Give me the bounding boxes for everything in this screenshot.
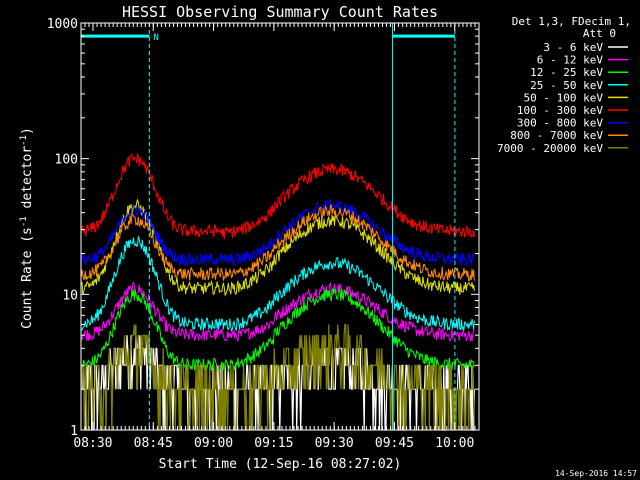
- series-line-2: [80, 286, 475, 373]
- x-tick-label: 09:30: [315, 436, 354, 451]
- timestamp: 14-Sep-2016 14:57: [555, 469, 637, 478]
- data-layer: N: [80, 23, 475, 431]
- series-line-0: [81, 335, 475, 431]
- series-line-6: [80, 197, 475, 268]
- legend-entry-label: 25 - 50 keV: [530, 79, 603, 92]
- legend-entry-label: 7000 - 20000 keV: [497, 142, 603, 155]
- x-tick-label: 09:00: [194, 436, 233, 451]
- x-axis-label: Start Time (12-Sep-16 08:27:02): [159, 457, 402, 472]
- series-line-5: [80, 152, 475, 240]
- y-tick-label: 1000: [47, 17, 78, 32]
- legend-entry-label: 12 - 25 keV: [530, 66, 603, 79]
- legend-entry-label: 800 - 7000 keV: [510, 129, 603, 142]
- x-tick-label: 08:30: [73, 436, 112, 451]
- series-line-7: [80, 204, 475, 282]
- x-tick-label: 09:15: [254, 436, 293, 451]
- legend-entry-label: 3 - 6 keV: [543, 41, 603, 54]
- x-tick-label: 10:00: [435, 436, 474, 451]
- y-tick-label: 10: [62, 288, 78, 303]
- attenuator-bar-label: N: [153, 33, 158, 43]
- series-line-3: [81, 235, 475, 333]
- y-tick-label: 1: [70, 424, 78, 439]
- x-tick-label: 08:45: [134, 436, 173, 451]
- plot-frame: [80, 22, 480, 431]
- series-line-1: [80, 281, 475, 342]
- series-line-8: [80, 323, 475, 431]
- legend-entry-label: 100 - 300 keV: [517, 104, 603, 117]
- chart-title: HESSI Observing Summary Count Rates: [122, 3, 438, 21]
- legend-entry-label: 50 - 100 keV: [524, 91, 604, 104]
- y-tick-label: 100: [55, 153, 78, 168]
- legend-header-line-1: Det 1,3, FDecim 1,: [512, 15, 631, 28]
- axis-layer: 08:30 08:45 09:00 09:15 09:30 09:45 10:00 1 10 10…: [47, 17, 480, 451]
- legend-entry-label: 300 - 800 keV: [517, 117, 603, 130]
- y-axis-label: Count Rate (s-1 detector-1): [19, 127, 35, 329]
- x-tick-label: 09:45: [375, 436, 414, 451]
- legend-entry-label: 6 - 12 keV: [537, 54, 604, 67]
- legend-header-line-2: Att 0: [583, 27, 616, 40]
